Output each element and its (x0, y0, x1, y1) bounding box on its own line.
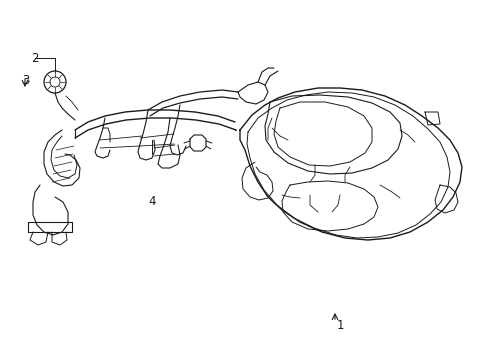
Text: 4: 4 (148, 195, 156, 208)
Text: 2: 2 (31, 52, 39, 65)
Text: 1: 1 (337, 319, 344, 332)
Text: 3: 3 (22, 75, 29, 87)
